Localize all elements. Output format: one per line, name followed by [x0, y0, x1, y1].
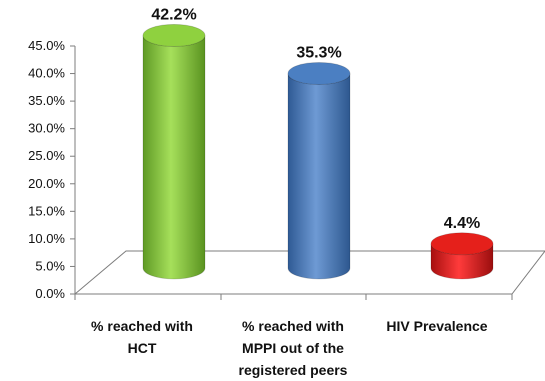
- category-label-3: HIV Prevalence: [386, 318, 487, 334]
- category-labels-group: % reached with HCT % reached with MPPI out …: [91, 318, 488, 378]
- bar-2: [287, 62, 351, 280]
- category-label-line: % reached with: [242, 318, 344, 334]
- y-tick-label: 40.0%: [28, 66, 65, 81]
- y-tick-label: 45.0%: [28, 38, 65, 53]
- y-axis-ticks: 0.0% 5.0% 10.0% 15.0% 20.0% 25.0% 30.0% 35.0% 40…: [28, 38, 75, 301]
- y-tick-label: 10.0%: [28, 231, 65, 246]
- bar-3-top: [430, 232, 494, 256]
- y-tick-label: 5.0%: [35, 258, 65, 273]
- y-tick-label: 0.0%: [35, 286, 65, 301]
- category-label-line: HCT: [128, 340, 157, 356]
- category-label-1: % reached with HCT: [91, 318, 193, 356]
- bar-2-body: [287, 73, 351, 280]
- bar-1-value-label: 42.2%: [151, 6, 196, 23]
- category-label-line: MPPI out of the: [242, 340, 344, 356]
- y-tick-label: 30.0%: [28, 121, 65, 136]
- bar-3: [430, 232, 494, 280]
- bars-group: [142, 24, 494, 280]
- category-label-2: % reached with MPPI out of the registered …: [239, 318, 348, 378]
- y-tick-label: 25.0%: [28, 148, 65, 163]
- y-tick-label: 35.0%: [28, 93, 65, 108]
- y-tick-label: 20.0%: [28, 176, 65, 191]
- data-labels-group: 42.2% 35.3% 4.4%: [151, 6, 480, 231]
- category-label-line: registered peers: [239, 362, 348, 378]
- bar-1: [142, 24, 206, 280]
- bar-2-top: [287, 62, 351, 85]
- category-label-line: HIV Prevalence: [386, 318, 487, 334]
- y-tick-label: 15.0%: [28, 203, 65, 218]
- bar-1-top: [142, 24, 206, 47]
- bar-1-body: [142, 35, 206, 280]
- category-label-line: % reached with: [91, 318, 193, 334]
- bar-3-value-label: 4.4%: [444, 215, 480, 232]
- bar-2-value-label: 35.3%: [296, 44, 341, 61]
